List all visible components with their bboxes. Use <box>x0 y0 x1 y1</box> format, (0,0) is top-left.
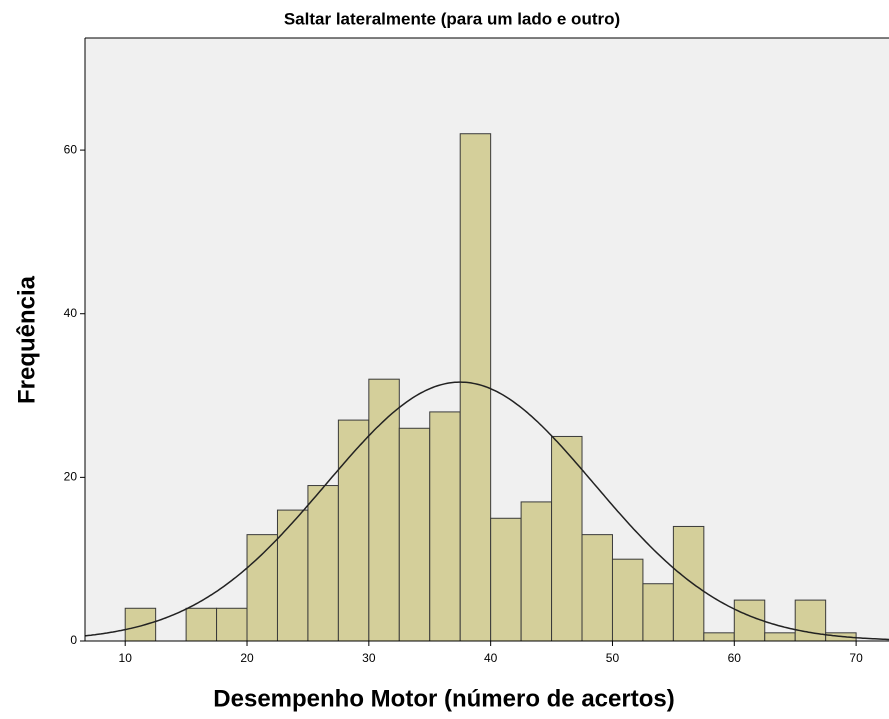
bar <box>398 427 431 642</box>
normal-curve <box>84 381 889 641</box>
bar <box>611 558 644 642</box>
bar <box>276 509 309 642</box>
chart-title: Saltar lateralmente (para um lado e outr… <box>284 9 620 28</box>
y-tick-label: 40 <box>64 306 78 320</box>
bar <box>185 607 218 642</box>
x-tick-label: 30 <box>362 651 376 665</box>
bar <box>124 607 157 642</box>
bar <box>581 534 613 642</box>
x-tick-label: 10 <box>119 651 133 665</box>
bar <box>672 525 705 642</box>
y-tick-label: 60 <box>64 142 78 156</box>
bar <box>307 485 339 642</box>
bar <box>642 583 674 642</box>
x-axis-label: Desempenho Motor (número de acertos) <box>213 685 674 712</box>
bar <box>551 435 583 642</box>
y-tick-label: 20 <box>64 470 78 484</box>
x-tick-label: 40 <box>484 651 498 665</box>
x-tick-label: 50 <box>606 651 620 665</box>
x-tick-label: 20 <box>240 651 254 665</box>
x-tick-label: 60 <box>728 651 742 665</box>
x-tick-label: 70 <box>849 651 863 665</box>
bar <box>764 632 796 642</box>
bar <box>216 607 248 642</box>
bar <box>246 534 278 642</box>
bar <box>703 632 735 642</box>
y-tick-label: 0 <box>70 633 77 647</box>
bar <box>429 411 461 642</box>
bar <box>337 419 370 642</box>
bar <box>368 378 400 642</box>
bar <box>520 501 553 642</box>
bar <box>733 599 766 642</box>
bar <box>490 517 522 642</box>
y-axis-label: Frequência <box>13 275 40 404</box>
